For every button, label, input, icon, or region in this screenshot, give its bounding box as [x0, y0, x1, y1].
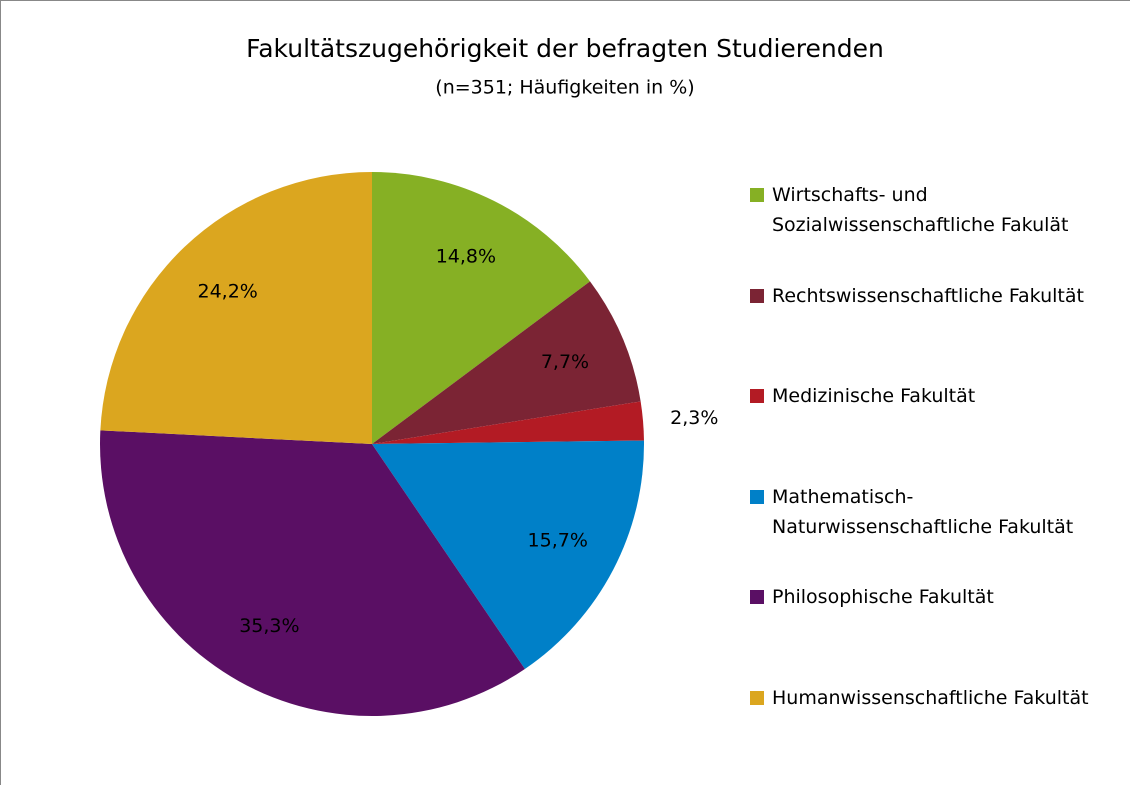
legend-swatch [750, 489, 764, 504]
legend-label: Wirtschafts- und Sozialwissenschaftliche… [772, 184, 1069, 236]
pie-slice [372, 172, 591, 444]
legend-label: Philosophische Fakultät [772, 586, 994, 608]
data-label: 24,2% [197, 281, 257, 303]
pie-slice [99, 430, 525, 716]
legend-item: Wirtschafts- und Sozialwissenschaftliche… [750, 180, 1120, 240]
data-label: 35,3% [239, 615, 299, 637]
legend-item: Humanwissenschaftliche Fakultät [750, 683, 1120, 713]
legend-swatch [750, 188, 764, 202]
legend-swatch [750, 590, 764, 604]
pie-slice [372, 440, 644, 669]
data-label: 2,3% [670, 407, 718, 429]
chart-subtitle: (n=351; Häufigkeiten in %) [435, 77, 694, 99]
legend-item: Mathematisch-Naturwissenschaftliche Faku… [750, 482, 1120, 542]
pie-slice [372, 401, 644, 444]
legend-item: Philosophische Fakultät [750, 582, 1120, 612]
legend-swatch [750, 288, 764, 303]
legend-swatch [750, 690, 764, 705]
pie-slice [372, 281, 641, 444]
data-label: 14,8% [436, 245, 496, 267]
legend-label: Medizinische Fakultät [772, 385, 976, 407]
legend-label: Humanwissenschaftliche Fakultät [772, 686, 1089, 709]
chart-title: Fakultätszugehörigkeit der befragten Stu… [246, 34, 884, 63]
legend-item: Medizinische Fakultät [750, 381, 1120, 411]
legend-label: Mathematisch-Naturwissenschaftliche Faku… [772, 485, 1074, 538]
data-label: 7,7% [541, 351, 589, 373]
legend-swatch [750, 389, 764, 403]
legend-label: Rechtswissenschaftliche Fakultät [772, 284, 1084, 307]
pie-slice [100, 172, 373, 444]
legend-item: Rechtswissenschaftliche Fakultät [750, 281, 1120, 311]
data-label: 15,7% [528, 529, 588, 551]
